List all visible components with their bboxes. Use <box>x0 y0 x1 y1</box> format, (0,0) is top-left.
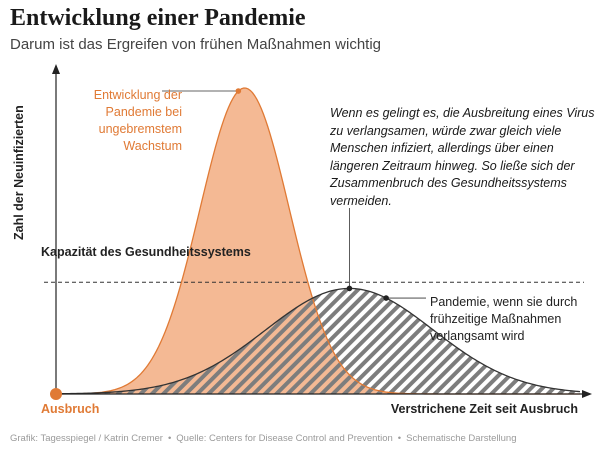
y-axis-arrow-icon <box>52 64 60 74</box>
source-note: Schematische Darstellung <box>406 433 517 444</box>
x-start-label: Ausbruch <box>41 402 100 416</box>
series-slowed-line <box>55 287 581 395</box>
y-axis-label: Zahl der Neuinfizierten <box>12 105 26 240</box>
outbreak-marker <box>50 388 62 400</box>
annotation-point-unchecked <box>235 88 242 94</box>
annotation-point-slowed <box>383 295 389 301</box>
source-credit: Grafik: Tagesspiegel / Katrin Cremer <box>10 433 163 444</box>
x-axis-arrow-icon <box>582 390 592 398</box>
x-axis-label: Verstrichene Zeit seit Ausbruch <box>390 402 578 416</box>
annotation-point-peak <box>346 285 353 292</box>
chart-subtitle: Darum ist das Ergreifen von frühen Maßna… <box>10 36 382 53</box>
series-unchecked-area <box>56 88 580 394</box>
source-origin: Quelle: Centers for Disease Control and … <box>176 433 393 444</box>
series-slowed-area <box>56 288 580 394</box>
capacity-label: Kapazität des Gesundheitssystems <box>41 245 251 259</box>
source-separator: • <box>167 433 172 444</box>
source-separator: • <box>397 433 402 444</box>
chart-title: Entwicklung einer Pandemie <box>10 5 306 31</box>
annotation-slowed: Pandemie, wenn sie durch frühzeitige Maß… <box>430 295 578 343</box>
source-line: Grafik: Tagesspiegel / Katrin Cremer • Que… <box>10 433 516 444</box>
annotation-unchecked: Entwicklung der Pandemie bei ungebremste… <box>93 88 182 153</box>
annotation-explanation: Wenn es gelingt es, die Ausbreitung eine… <box>330 106 595 208</box>
